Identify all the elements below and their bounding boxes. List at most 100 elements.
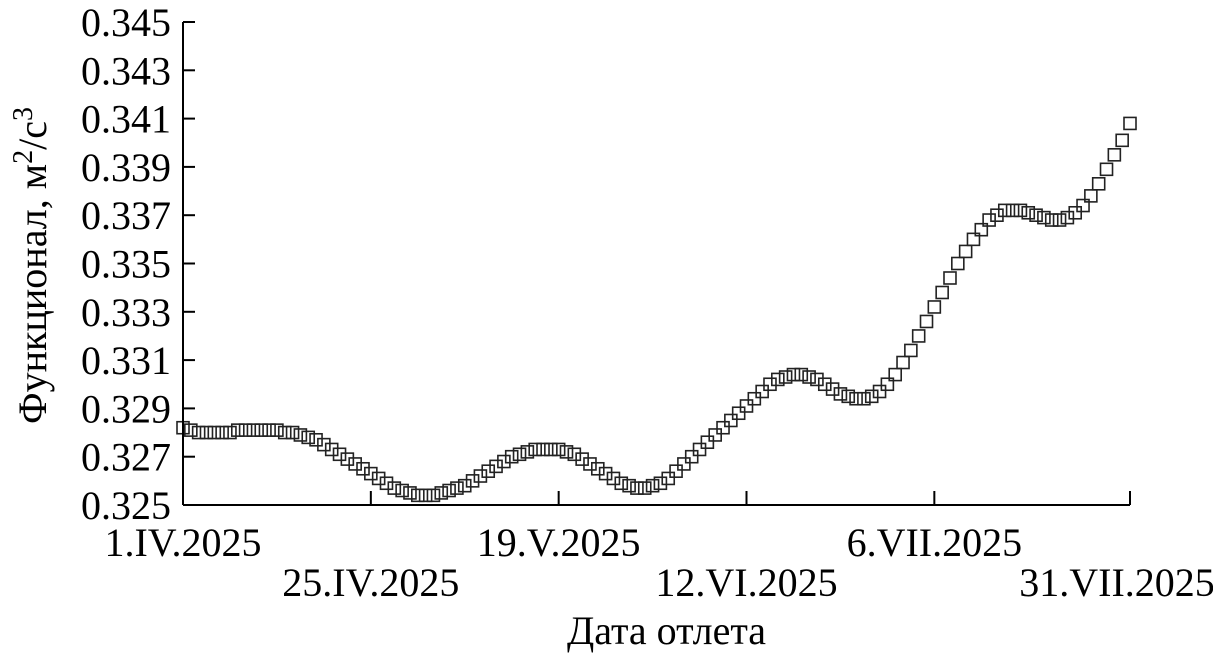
data-point [238, 423, 253, 437]
data-points [176, 116, 1137, 503]
y-tick-label: 0.331 [81, 338, 171, 383]
x-axis-ticks: 1.IV.2025 25.IV.2025 19.V.2025 12.VI.20256.… [104, 491, 1213, 605]
data-point [802, 370, 816, 384]
data-point [974, 222, 989, 237]
data-point [371, 471, 386, 486]
data-point [935, 285, 949, 300]
data-point [1084, 189, 1098, 203]
y-tick-label: 0.345 [81, 0, 171, 45]
data-point [943, 271, 957, 285]
data-point [1068, 205, 1083, 220]
data-point [1123, 116, 1137, 131]
data-point [739, 399, 754, 413]
y-axis-title-text: Функционал, м [10, 164, 55, 424]
data-point [794, 367, 809, 382]
data-point [692, 442, 707, 457]
data-point [254, 423, 269, 437]
data-point [951, 256, 965, 271]
data-point [606, 471, 621, 486]
data-point [661, 471, 676, 486]
data-point [747, 391, 762, 406]
data-point [919, 314, 934, 329]
data-point [857, 391, 871, 406]
y-tick-label: 0.343 [81, 48, 171, 93]
data-point [356, 461, 370, 476]
data-point [387, 481, 402, 495]
data-point [645, 478, 660, 493]
data-point [450, 481, 464, 495]
data-point [614, 476, 629, 491]
data-point [997, 203, 1012, 218]
x-axis-title: Дата отлета [567, 608, 766, 653]
data-point [755, 384, 769, 399]
data-point [293, 428, 308, 442]
y-tick-label: 0.339 [81, 145, 171, 190]
data-point [567, 447, 582, 462]
y-axis-title-sup-1: 2 [8, 150, 39, 164]
data-point [184, 423, 198, 437]
data-point [191, 425, 206, 440]
data-point [544, 442, 558, 457]
y-tick-label: 0.335 [81, 242, 171, 287]
y-tick-label: 0.325 [81, 483, 171, 528]
data-point [990, 208, 1004, 222]
data-point [958, 244, 973, 259]
data-point [1005, 203, 1020, 218]
y-tick-label: 0.327 [81, 435, 171, 480]
data-point [410, 488, 425, 503]
data-point [215, 425, 229, 440]
data-point [223, 425, 237, 440]
x-tick-label: 12.VI.2025 [655, 560, 837, 605]
data-point [583, 457, 597, 471]
data-point [1076, 198, 1090, 213]
data-point [880, 377, 895, 392]
data-point [348, 457, 362, 471]
data-point [684, 449, 699, 464]
data-point [778, 370, 793, 384]
y-axis-title: Функционал, м2/с3 [8, 107, 55, 424]
data-point [849, 391, 863, 406]
y-axis-title-sup-2: 3 [8, 107, 39, 121]
data-point [833, 387, 848, 401]
data-point [1099, 162, 1114, 177]
data-point [520, 445, 535, 459]
x-tick-label: 25.IV.2025 [282, 560, 459, 605]
data-point [872, 384, 887, 399]
data-point [199, 425, 214, 440]
data-point [630, 481, 644, 495]
data-point [317, 437, 331, 452]
data-point [771, 372, 785, 387]
y-axis-ticks: 0.3250.3270.3290.3310.3330.3350.3370.339… [81, 0, 195, 528]
data-point [442, 483, 456, 498]
data-point [262, 423, 276, 437]
data-point [309, 432, 323, 447]
data-point [888, 367, 903, 382]
data-point [653, 476, 668, 491]
data-point [1044, 213, 1059, 227]
x-tick-label: 31.VII.2025 [1019, 560, 1213, 605]
data-point [982, 213, 996, 227]
data-point [246, 423, 261, 437]
y-axis-title-mid: /с [10, 121, 55, 150]
data-point [786, 367, 801, 382]
data-point [528, 442, 542, 457]
data-point [598, 466, 613, 481]
data-point [864, 389, 879, 404]
data-point [426, 488, 441, 503]
x-tick-label: 6.VII.2025 [847, 520, 1023, 565]
x-tick-label: 19.V.2025 [477, 520, 641, 565]
data-point [904, 343, 918, 358]
data-point [324, 442, 339, 457]
data-point [230, 423, 245, 437]
data-point [700, 435, 715, 450]
data-point [896, 355, 910, 370]
data-point [497, 454, 511, 469]
data-point [551, 442, 566, 457]
data-point [270, 423, 284, 437]
data-point [724, 413, 738, 428]
data-point [285, 425, 300, 440]
data-point [489, 459, 503, 474]
data-point [418, 488, 433, 503]
